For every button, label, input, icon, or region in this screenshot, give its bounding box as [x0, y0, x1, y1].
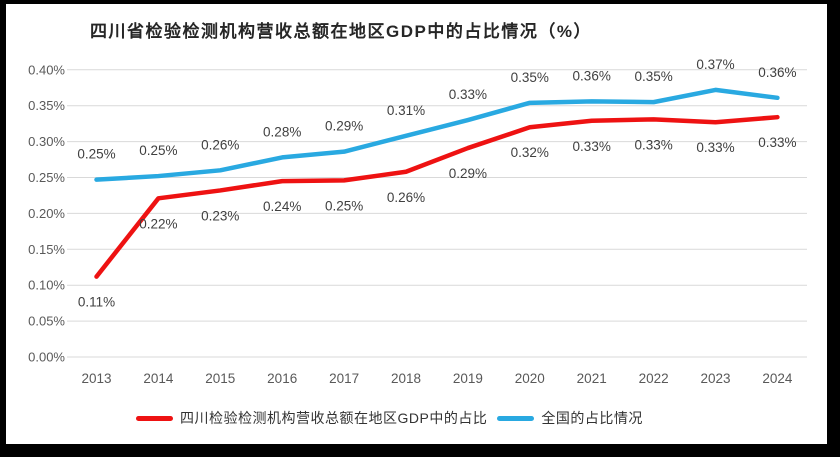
y-tick-label: 0.10% — [28, 278, 65, 293]
data-label: 0.32% — [511, 145, 549, 160]
legend: 四川检验检测机构营收总额在地区GDP中的占比 全国的占比情况 — [136, 407, 816, 429]
data-label: 0.26% — [201, 137, 239, 152]
x-tick-label: 2014 — [143, 371, 174, 386]
x-tick-label: 2017 — [329, 371, 359, 386]
data-label: 0.29% — [449, 166, 487, 181]
y-tick-label: 0.00% — [28, 350, 65, 365]
data-label: 0.33% — [634, 137, 672, 152]
x-tick-label: 2015 — [205, 371, 235, 386]
x-tick-label: 2019 — [453, 371, 483, 386]
data-label: 0.37% — [696, 57, 734, 72]
data-label: 0.36% — [758, 65, 796, 80]
data-label: 0.28% — [263, 124, 301, 139]
y-tick-label: 0.40% — [28, 62, 65, 77]
x-tick-label: 2018 — [391, 371, 421, 386]
x-tick-label: 2022 — [639, 371, 669, 386]
x-tick-label: 2021 — [577, 371, 607, 386]
data-label: 0.25% — [139, 143, 177, 158]
data-label: 0.22% — [139, 216, 177, 231]
legend-swatch-blue-line — [497, 415, 535, 421]
legend-swatch-red-line — [136, 415, 173, 421]
data-label: 0.24% — [263, 199, 301, 214]
data-label: 0.23% — [201, 208, 239, 223]
data-label: 0.33% — [573, 139, 611, 154]
legend-label-sichuan: 四川检验检测机构营收总额在地区GDP中的占比 — [180, 410, 488, 426]
line-chart: 0.00% 0.05% 0.10% 0.15% 0.20% 0.25% 0.30% 0.35%… — [28, 57, 807, 386]
legend-item-national: 全国的占比情况 — [497, 408, 643, 428]
data-label: 0.29% — [325, 119, 363, 134]
x-tick-label: 2013 — [81, 371, 111, 386]
data-label: 0.11% — [78, 295, 115, 310]
data-label: 0.25% — [77, 147, 115, 162]
y-tick-label: 0.30% — [28, 134, 65, 149]
legend-item-sichuan: 四川检验检测机构营收总额在地区GDP中的占比 — [136, 408, 487, 428]
data-label: 0.35% — [634, 69, 672, 84]
sichuan-series-line — [94, 114, 780, 279]
x-tick-label: 2020 — [515, 371, 545, 386]
national-series-line — [94, 87, 780, 182]
x-tick-label: 2023 — [700, 371, 730, 386]
y-tick-label: 0.15% — [28, 242, 65, 257]
chart-canvas: 四川省检验检测机构营收总额在地区GDP中的占比情况（%） 0.00% 0.05% 0… — [6, 4, 827, 444]
data-label: 0.33% — [758, 135, 796, 150]
data-label: 0.33% — [449, 87, 487, 102]
data-label: 0.33% — [696, 140, 734, 155]
y-tick-label: 0.35% — [28, 98, 65, 113]
data-label: 0.35% — [511, 70, 549, 85]
data-label: 0.31% — [387, 103, 425, 118]
data-label: 0.26% — [387, 190, 425, 205]
chart-title: 四川省检验检测机构营收总额在地区GDP中的占比情况（%） — [90, 22, 592, 41]
y-tick-label: 0.05% — [28, 314, 65, 329]
data-label: 0.36% — [573, 68, 611, 83]
data-label: 0.25% — [325, 198, 363, 213]
y-tick-label: 0.25% — [28, 170, 65, 185]
legend-label-national: 全国的占比情况 — [541, 410, 643, 426]
x-tick-label: 2016 — [267, 371, 297, 386]
x-tick-label: 2024 — [762, 371, 793, 386]
y-tick-label: 0.20% — [28, 206, 65, 221]
